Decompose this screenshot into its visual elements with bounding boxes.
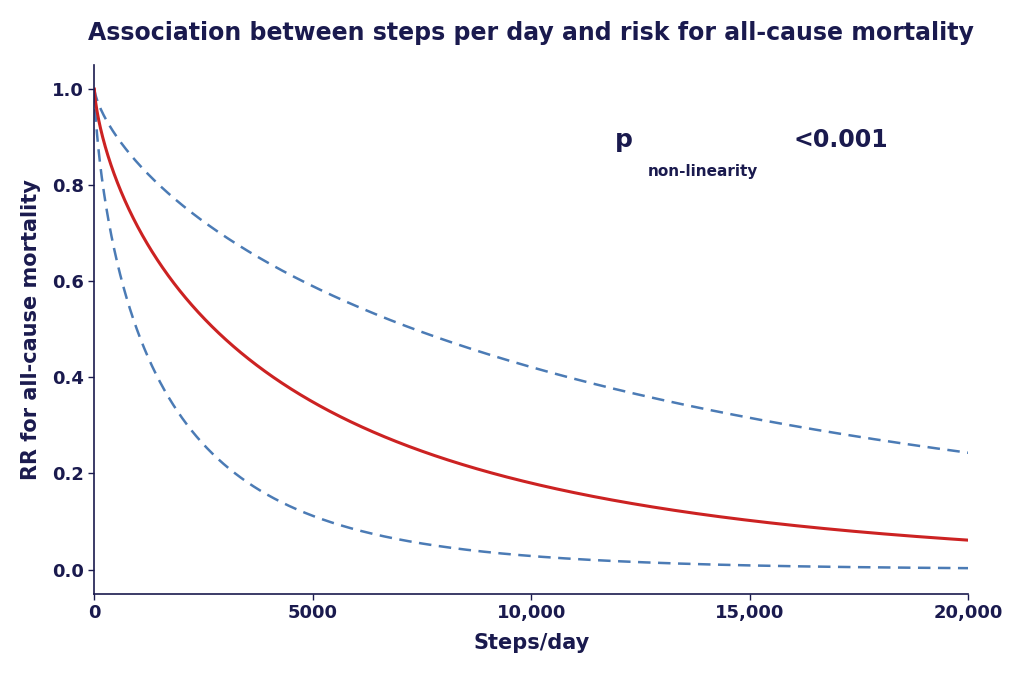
Title: Association between steps per day and risk for all-cause mortality: Association between steps per day and ri… xyxy=(88,21,975,45)
Text: $\mathbf{p}$: $\mathbf{p}$ xyxy=(614,130,633,154)
Y-axis label: RR for all-cause mortality: RR for all-cause mortality xyxy=(20,179,41,480)
Text: non-linearity: non-linearity xyxy=(647,164,758,179)
Text: <0.001: <0.001 xyxy=(794,128,888,152)
X-axis label: Steps/day: Steps/day xyxy=(473,633,590,653)
